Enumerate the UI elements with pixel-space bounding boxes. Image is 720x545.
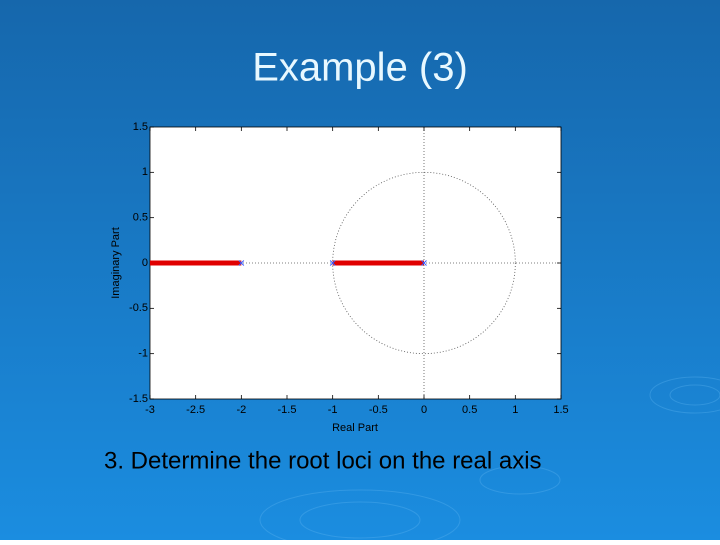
y-tick-label: 0 (142, 257, 148, 269)
slide-title: Example (3) (252, 46, 468, 90)
y-tick-label: 1.5 (133, 121, 148, 133)
x-tick-label: 1 (512, 404, 518, 416)
x-tick-label: -1.5 (278, 404, 297, 416)
pole-marker (238, 260, 245, 266)
ripples (259, 376, 720, 545)
y-tick-label: -1.5 (129, 393, 148, 405)
pole-marker (329, 260, 336, 266)
y-tick-label: -0.5 (129, 302, 148, 314)
y-tick-label: 1 (142, 166, 148, 178)
x-tick-label: -0.5 (369, 404, 388, 416)
caption: 3. Determine the root loci on the real a… (104, 447, 542, 474)
y-tick-label: 0.5 (133, 212, 148, 224)
x-axis-label: Real Part (332, 422, 378, 434)
x-tick-label: -3 (145, 404, 155, 416)
y-axis-label: Imaginary Part (110, 227, 122, 299)
x-tick-label: -1 (328, 404, 338, 416)
x-tick-label: -2 (236, 404, 246, 416)
x-tick-label: 1.5 (553, 404, 568, 416)
x-tick-label: -2.5 (186, 404, 205, 416)
x-tick-label: 0.5 (462, 404, 477, 416)
y-tick-label: -1 (138, 348, 148, 360)
x-tick-label: 0 (421, 404, 427, 416)
pole-marker (421, 260, 427, 266)
